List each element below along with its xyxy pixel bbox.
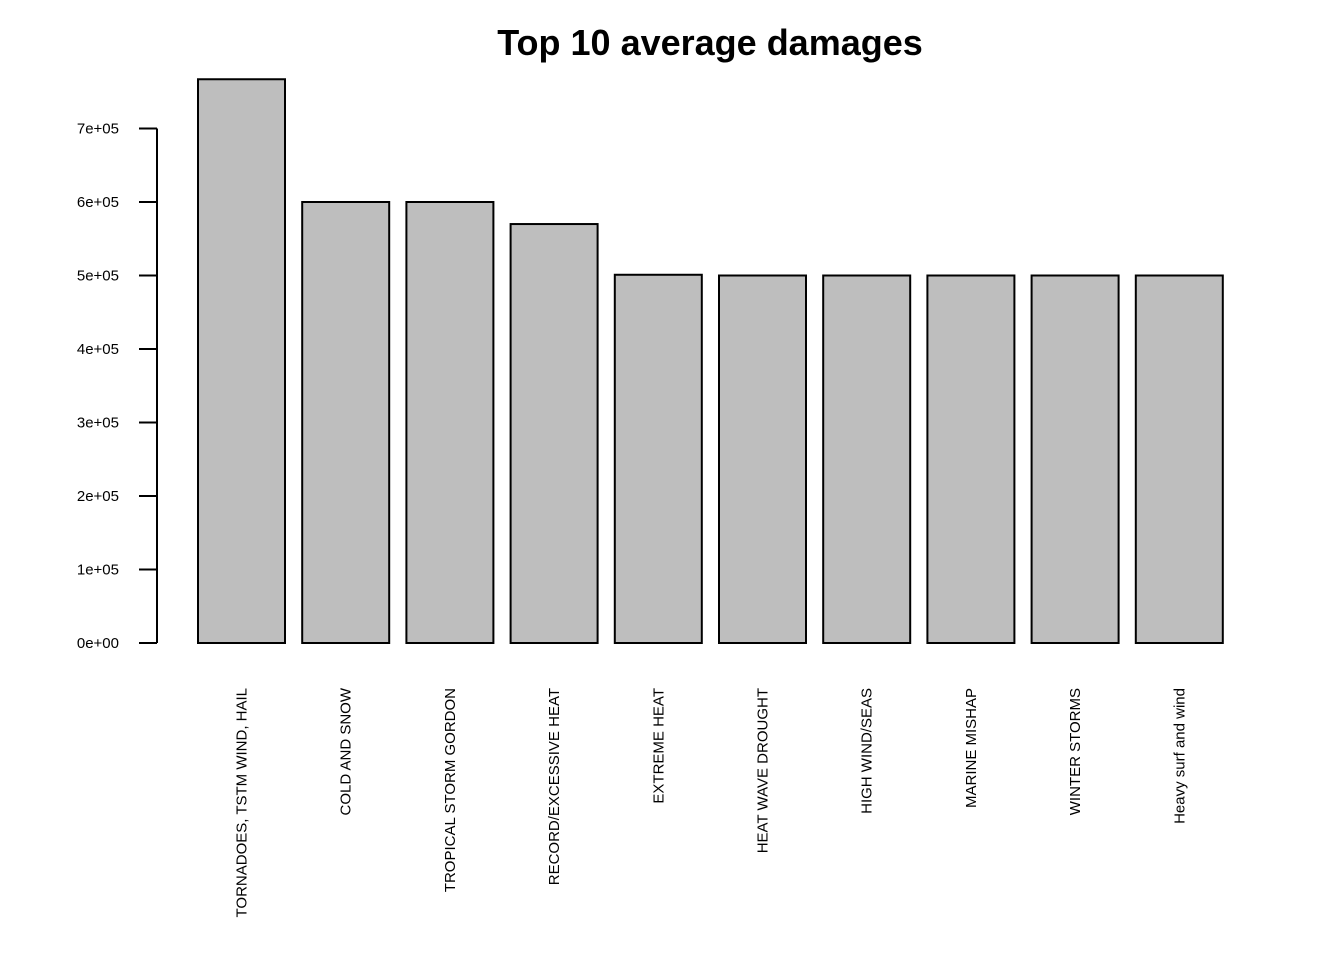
bar [1134,274,1224,644]
y-tick-label: 0e+00 [77,635,119,652]
y-tick-label: 7e+05 [77,121,119,138]
chart-title: Top 10 average damages [497,22,923,63]
x-tick-label: TROPICAL STORM GORDON [442,688,459,892]
y-tick-label: 6e+05 [77,194,119,211]
bar [1030,274,1120,644]
y-tick-label: 2e+05 [77,488,119,505]
bar [718,274,807,644]
bar [926,274,1016,644]
x-axis-labels: TORNADOES, TSTM WIND, HAIL COLD AND SNOW T… [234,687,1189,917]
bar [197,78,286,644]
bar [613,273,703,644]
x-tick-label: WINTER STORMS [1067,688,1084,815]
y-axis: 0e+00 1e+05 2e+05 3e+05 4e+05 5e+05 6e+05 7e+05 [77,121,158,652]
y-tick-label: 3e+05 [77,415,119,432]
x-tick-label: Heavy surf and wind [1171,688,1188,824]
bar [405,201,495,644]
bar [509,223,599,645]
y-tick-label: 1e+05 [77,562,119,579]
x-tick-label: TORNADOES, TSTM WIND, HAIL [234,688,251,917]
x-tick-label: HEAT WAVE DROUGHT [755,688,772,853]
y-tick-label: 4e+05 [77,341,119,358]
x-tick-label: MARINE MISHAP [963,688,980,808]
y-tick-label: 5e+05 [77,268,119,285]
x-tick-label: EXTREME HEAT [650,688,667,804]
bar [822,274,912,644]
bars [197,78,1224,645]
x-tick-label: COLD AND SNOW [338,687,355,815]
x-tick-label: RECORD/EXCESSIVE HEAT [546,688,563,885]
x-tick-label: HIGH WIND/SEAS [859,688,876,814]
bar [301,201,391,644]
